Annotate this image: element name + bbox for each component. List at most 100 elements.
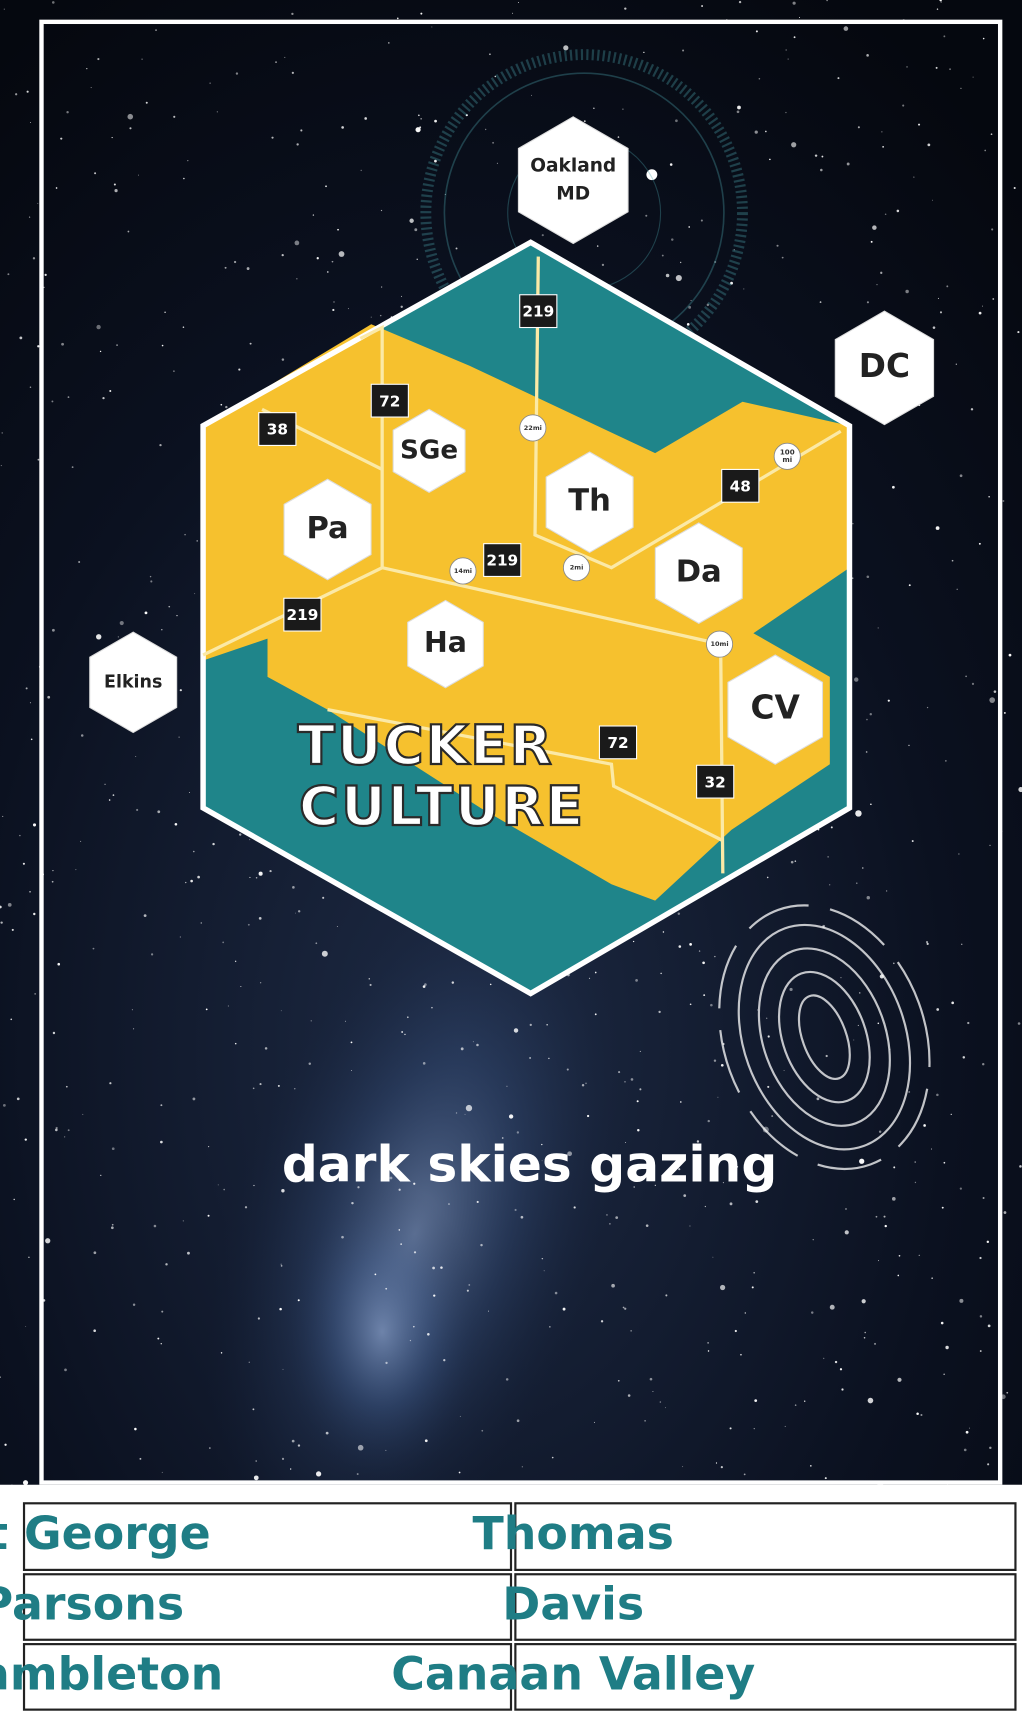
star — [80, 841, 81, 842]
star — [118, 636, 119, 637]
star — [120, 621, 124, 625]
star — [1, 465, 2, 466]
star — [168, 606, 170, 608]
star — [517, 1419, 520, 1422]
star — [440, 1266, 443, 1269]
star — [488, 1311, 489, 1312]
star — [134, 1428, 137, 1431]
star — [370, 984, 372, 986]
star — [856, 883, 857, 884]
star — [481, 1430, 483, 1432]
star — [259, 872, 263, 876]
star — [317, 257, 319, 259]
star — [864, 1337, 866, 1339]
star — [515, 1209, 517, 1211]
star — [633, 941, 634, 942]
star — [247, 267, 250, 270]
star — [93, 948, 95, 950]
star — [259, 917, 262, 920]
star — [326, 1432, 329, 1435]
star — [597, 245, 598, 246]
town-label: Th — [568, 484, 611, 519]
star — [468, 1284, 470, 1286]
route-number: 32 — [705, 773, 726, 791]
star — [960, 474, 963, 477]
star — [982, 306, 983, 307]
star — [992, 298, 994, 300]
star — [490, 984, 492, 986]
distance-label: mi — [782, 455, 792, 464]
star — [300, 129, 302, 131]
tagline: dark skies gazing — [282, 1135, 777, 1194]
star — [905, 290, 908, 293]
star — [165, 1263, 167, 1265]
star — [730, 1202, 733, 1205]
star — [815, 154, 817, 156]
star — [476, 1044, 479, 1047]
star — [847, 163, 850, 166]
star — [859, 1159, 864, 1164]
star — [609, 1223, 610, 1224]
star — [385, 1362, 387, 1364]
star — [530, 1024, 532, 1026]
star — [793, 2, 796, 5]
star — [249, 1362, 250, 1363]
star — [658, 1011, 660, 1013]
star — [898, 1275, 900, 1277]
star — [235, 961, 236, 962]
star — [959, 1299, 963, 1303]
star — [941, 1322, 944, 1325]
star — [705, 1206, 706, 1207]
star — [548, 1058, 549, 1059]
star — [339, 251, 345, 257]
star — [987, 1463, 989, 1465]
star — [1014, 187, 1016, 189]
star — [176, 615, 177, 616]
star — [945, 1346, 948, 1349]
star — [845, 1208, 847, 1210]
town-name: Hambleton — [0, 1646, 223, 1700]
star — [701, 5, 703, 7]
star — [295, 241, 300, 246]
star — [927, 143, 930, 146]
star — [401, 306, 403, 308]
milky-way-core — [284, 1179, 481, 1485]
star — [915, 1182, 916, 1183]
star — [555, 1292, 558, 1295]
star — [248, 924, 250, 926]
star — [443, 1359, 445, 1361]
star — [208, 1146, 209, 1147]
star — [112, 137, 113, 138]
star — [281, 1265, 283, 1267]
star — [348, 308, 349, 309]
star — [635, 979, 638, 982]
star — [544, 1270, 545, 1271]
star — [858, 126, 860, 128]
star — [785, 1426, 786, 1427]
star — [81, 734, 84, 737]
star — [549, 1326, 550, 1327]
star — [855, 810, 861, 816]
star — [988, 1325, 991, 1328]
star — [489, 53, 491, 55]
star — [940, 1, 942, 3]
star — [183, 178, 185, 180]
star — [829, 884, 830, 885]
town-name: Parsons — [0, 1577, 184, 1631]
star — [936, 1094, 939, 1097]
route-number: 219 — [486, 552, 518, 570]
star — [721, 1466, 723, 1468]
star — [892, 486, 895, 489]
star — [212, 843, 214, 845]
poster: TUCKERCULTUREOaklandMDDCElkinsSGePaThDaH… — [0, 0, 1022, 1714]
star — [640, 1051, 641, 1052]
star — [112, 1147, 115, 1150]
star — [979, 543, 981, 545]
star — [375, 1273, 377, 1275]
star — [28, 1257, 29, 1258]
star — [870, 713, 872, 715]
star — [96, 325, 100, 329]
star — [585, 1082, 587, 1084]
star — [381, 210, 382, 211]
star — [45, 274, 47, 276]
